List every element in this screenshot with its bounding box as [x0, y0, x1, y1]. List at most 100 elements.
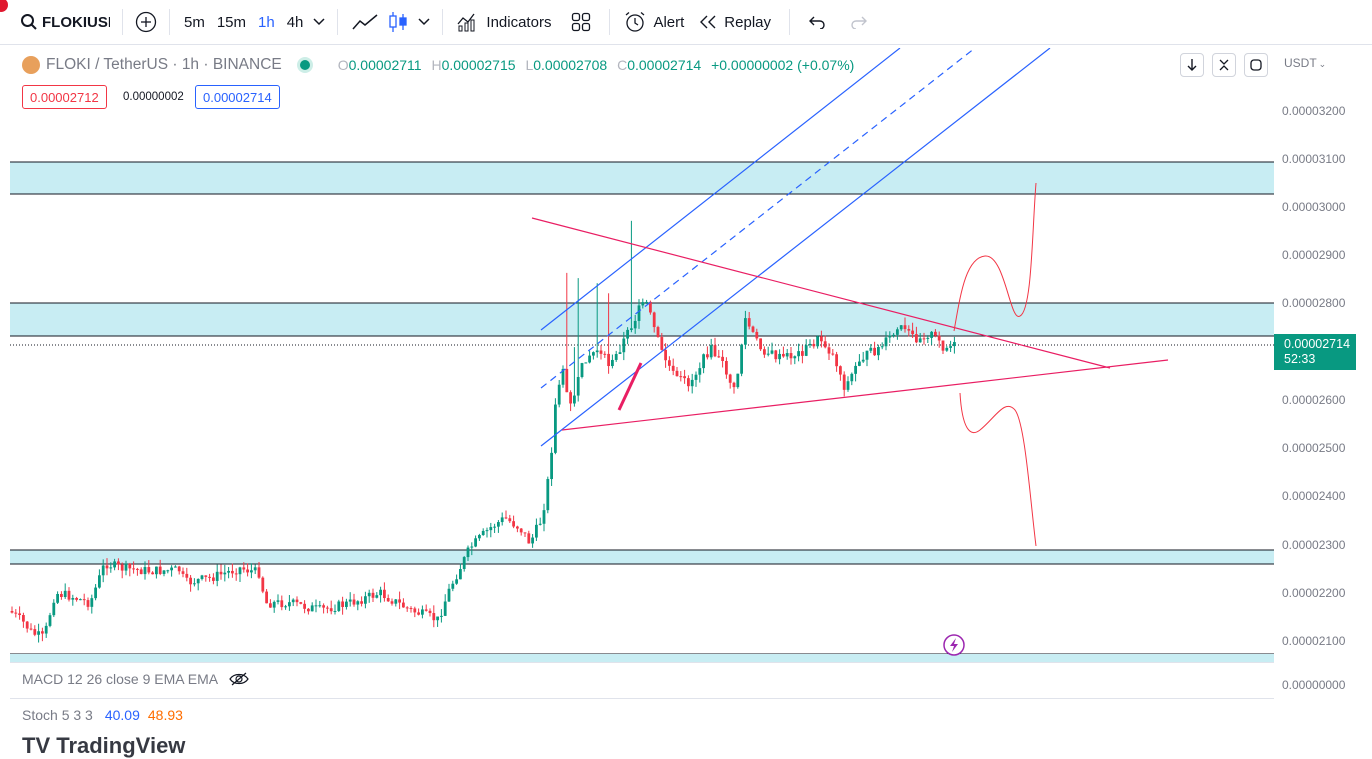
legend-title[interactable]: FLOKI / TetherUS · 1h · BINANCE [46, 56, 282, 73]
price-tick: 0.00002200 [1282, 586, 1346, 600]
price-tick: 0.00003200 [1282, 104, 1346, 118]
chart-type-candles[interactable] [384, 0, 412, 44]
candle-body [151, 572, 154, 575]
candle-body [212, 577, 215, 581]
candles-icon [389, 12, 408, 32]
candle-body [379, 589, 382, 596]
candle-body [98, 575, 101, 588]
chart-canvas[interactable] [10, 48, 1274, 662]
interval-1h[interactable]: 1h [258, 13, 275, 31]
candle-body [447, 588, 451, 602]
candle-body [41, 631, 44, 634]
market-status-icon [299, 60, 310, 70]
candle-body [755, 331, 759, 339]
candle-body [725, 360, 728, 375]
candle-body [485, 530, 489, 532]
candle-body [440, 615, 443, 617]
candle-body [443, 601, 447, 616]
candle-body [22, 615, 25, 622]
candle-body [117, 561, 120, 565]
lightning-icon[interactable] [943, 634, 965, 656]
bar-countdown: 52:33 [1284, 352, 1316, 366]
candle-body [531, 537, 534, 544]
last-price-label: 0.00002714 52:33 [1274, 334, 1356, 370]
layouts-button[interactable] [561, 0, 605, 44]
candle-body [200, 575, 204, 579]
channel-middle [540, 48, 976, 389]
interval-dropdown[interactable] [309, 0, 333, 44]
candle-body [683, 376, 686, 379]
candle-body [516, 526, 519, 529]
candle-body [778, 353, 781, 360]
channel-upper [540, 48, 901, 331]
toolbar-divider [609, 9, 611, 35]
candle-body [462, 557, 466, 570]
candle-body [493, 526, 496, 528]
stoch-legend[interactable]: Stoch 5 3 3 40.09 48.93 [22, 707, 183, 723]
candle-body [512, 521, 515, 527]
candle-body [888, 335, 892, 338]
indicators-button[interactable]: Indicators [447, 0, 561, 44]
candle-body [649, 301, 652, 313]
candle-body [763, 349, 766, 355]
candle-body [873, 347, 876, 356]
candle-body [747, 318, 751, 327]
interval-4h[interactable]: 4h [286, 13, 304, 31]
ask-price-box[interactable]: 0.00002714 [195, 85, 280, 109]
maximize-button[interactable] [1212, 53, 1236, 77]
scroll-to-realtime-button[interactable] [1180, 53, 1204, 77]
interval-15m[interactable]: 15m [216, 13, 247, 31]
candle-body [79, 599, 82, 601]
scenario-down-path [959, 392, 1037, 547]
candle-body [550, 452, 553, 480]
eye-off-icon[interactable] [228, 671, 250, 687]
candle-body [71, 598, 75, 600]
redo-button[interactable] [838, 0, 880, 44]
chart-type-line[interactable] [342, 0, 384, 44]
candle-body [326, 607, 329, 609]
candle-body [143, 567, 147, 575]
candle-body [261, 577, 265, 592]
alert-button[interactable]: Alert [614, 0, 692, 44]
price-tick: 0.00002600 [1282, 393, 1346, 407]
candle-body [884, 337, 888, 347]
candle-body [470, 546, 474, 548]
bid-price-box[interactable]: 0.00002712 [22, 85, 107, 109]
interval-5m[interactable]: 5m [184, 13, 205, 31]
candle-body [535, 524, 538, 538]
compare-button[interactable] [127, 0, 165, 44]
pane-divider[interactable] [10, 662, 1274, 663]
price-axis[interactable]: USDT ⌄ 0.00003200 0.00003100 0.00003000 0… [1274, 48, 1372, 708]
replay-button[interactable]: Replay [692, 0, 785, 44]
candle-body [607, 353, 610, 367]
candle-body [421, 609, 424, 615]
candle-body [44, 625, 48, 634]
candle-body [641, 302, 645, 306]
redo-icon [851, 16, 867, 29]
currency-selector[interactable]: USDT ⌄ [1284, 56, 1327, 70]
macd-label: MACD 12 26 close 9 EMA EMA [22, 671, 219, 687]
candle-body [272, 601, 276, 608]
candle-body [204, 575, 208, 577]
price-chart-pane[interactable] [10, 48, 1274, 662]
candle-body [367, 592, 371, 597]
undo-button[interactable] [794, 0, 838, 44]
candle-body [915, 334, 918, 343]
candle-body [823, 341, 827, 348]
candle-body [314, 605, 318, 607]
pane-divider[interactable] [10, 698, 1274, 699]
stoch-label: Stoch 5 3 3 [22, 707, 93, 723]
candle-body [941, 340, 945, 351]
chart-type-dropdown[interactable] [412, 0, 438, 44]
candle-body [671, 365, 675, 371]
candle-body [827, 347, 831, 354]
candle-body [630, 328, 633, 330]
reset-chart-button[interactable] [1244, 53, 1268, 77]
candle-body [250, 570, 253, 573]
candle-body [774, 350, 778, 360]
candle-body [736, 373, 740, 388]
candle-body [86, 600, 90, 607]
macd-legend[interactable]: MACD 12 26 close 9 EMA EMA [22, 671, 250, 687]
floki-logo-icon [22, 56, 40, 74]
symbol-search[interactable]: FLOKIUSD [0, 0, 118, 44]
